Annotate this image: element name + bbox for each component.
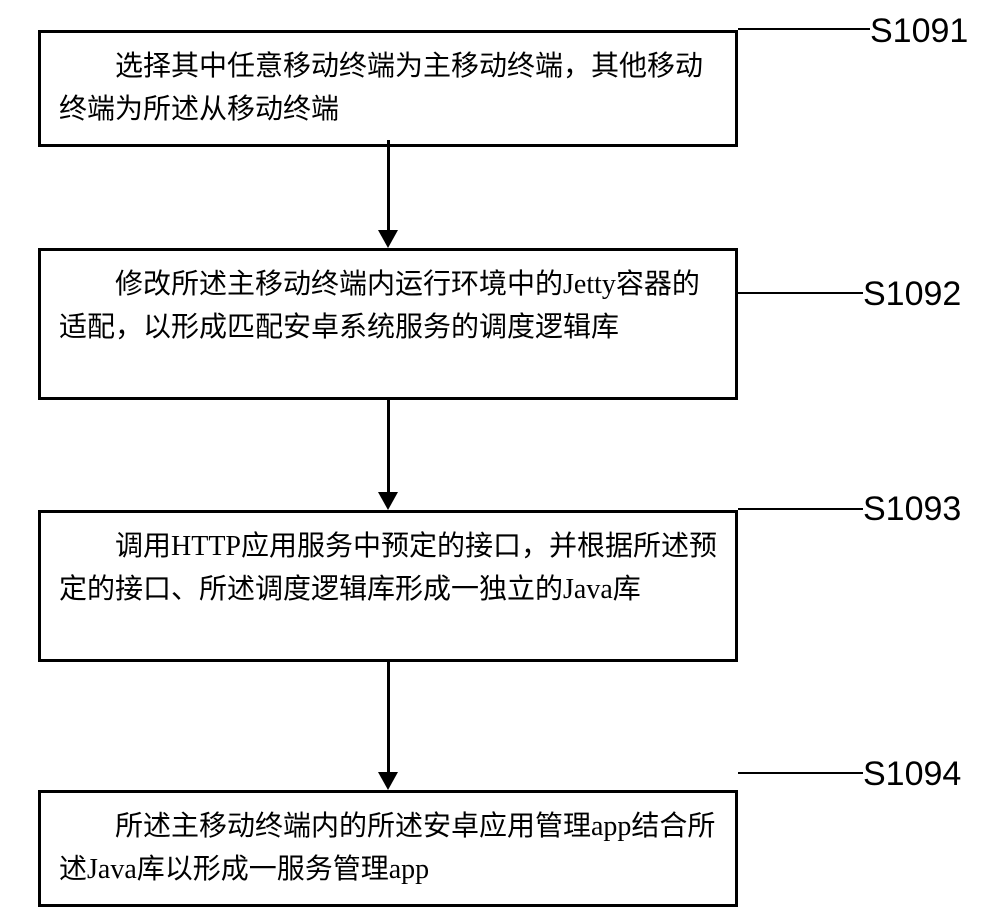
flow-step-1: 选择其中任意移动终端为主移动终端，其他移动终端为所述从移动终端 <box>38 30 738 147</box>
label-lead-1 <box>738 28 870 30</box>
arrow-2-head-icon <box>378 492 398 510</box>
flow-step-3: 调用HTTP应用服务中预定的接口，并根据所述预定的接口、所述调度逻辑库形成一独立… <box>38 510 738 662</box>
arrow-2-shaft <box>387 400 390 492</box>
flowchart: 选择其中任意移动终端为主移动终端，其他移动终端为所述从移动终端 S1091 修改… <box>0 0 1000 922</box>
flow-step-4-label: S1094 <box>863 755 961 794</box>
label-lead-3 <box>738 508 863 510</box>
flow-step-1-label: S1091 <box>870 12 968 51</box>
flow-step-2-text: 修改所述主移动终端内运行环境中的Jetty容器的适配，以形成匹配安卓系统服务的调… <box>59 263 717 350</box>
flow-step-1-text: 选择其中任意移动终端为主移动终端，其他移动终端为所述从移动终端 <box>59 45 717 132</box>
label-lead-4 <box>738 772 863 774</box>
flow-step-3-text: 调用HTTP应用服务中预定的接口，并根据所述预定的接口、所述调度逻辑库形成一独立… <box>59 525 717 612</box>
arrow-1-head-icon <box>378 230 398 248</box>
arrow-3-head-icon <box>378 772 398 790</box>
flow-step-3-label: S1093 <box>863 490 961 529</box>
flow-step-2-label: S1092 <box>863 275 961 314</box>
arrow-3-shaft <box>387 662 390 772</box>
flow-step-4: 所述主移动终端内的所述安卓应用管理app结合所述Java库以形成一服务管理app <box>38 790 738 907</box>
arrow-1-shaft <box>387 140 390 230</box>
flow-step-2: 修改所述主移动终端内运行环境中的Jetty容器的适配，以形成匹配安卓系统服务的调… <box>38 248 738 400</box>
label-lead-2 <box>738 292 863 294</box>
flow-step-4-text: 所述主移动终端内的所述安卓应用管理app结合所述Java库以形成一服务管理app <box>59 805 717 892</box>
